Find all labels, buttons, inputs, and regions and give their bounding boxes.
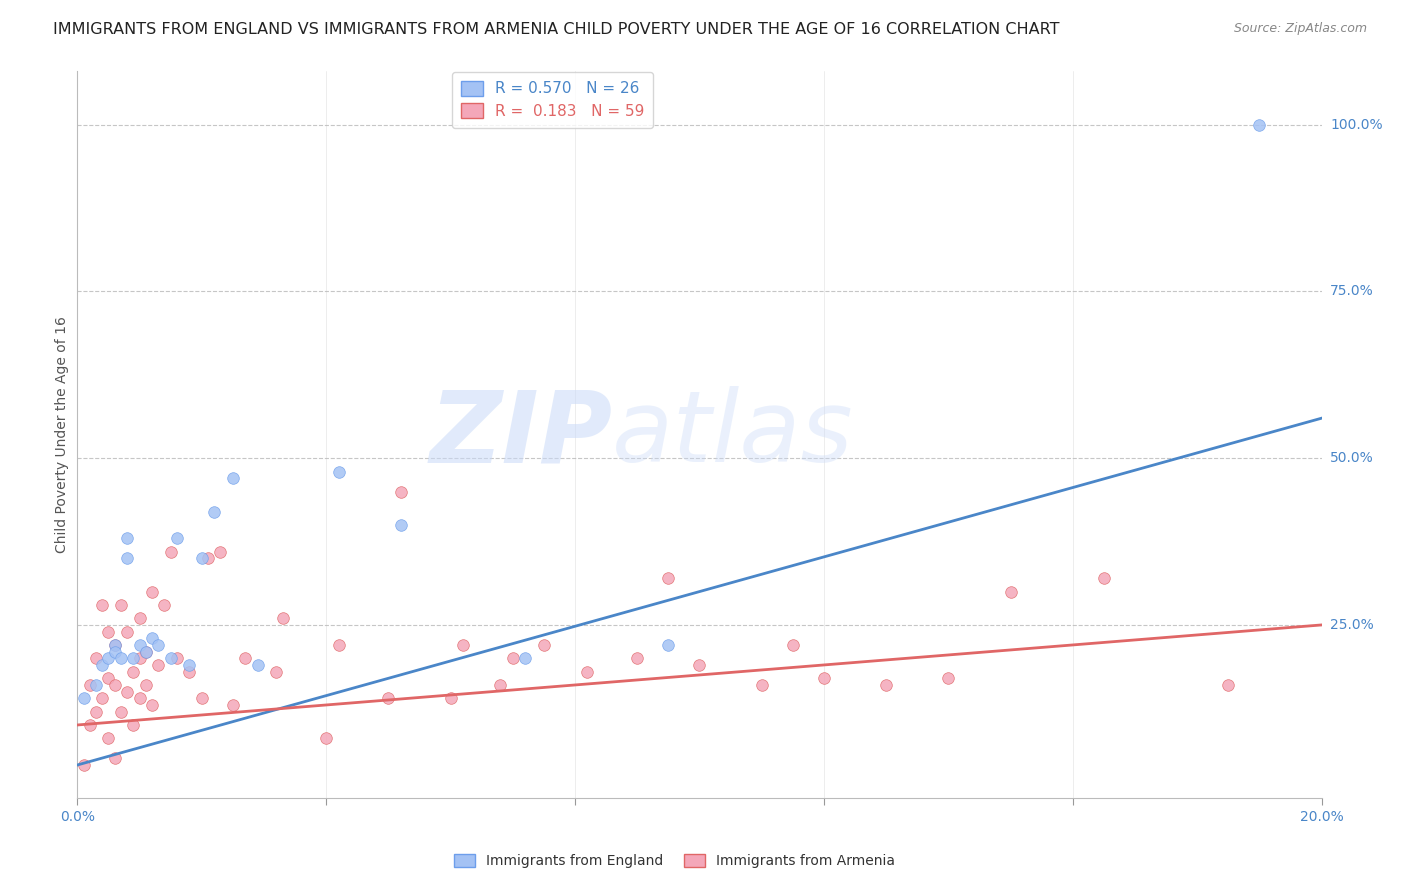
Text: Source: ZipAtlas.com: Source: ZipAtlas.com xyxy=(1233,22,1367,36)
Point xyxy=(153,598,176,612)
Point xyxy=(246,657,269,672)
Point xyxy=(97,731,120,746)
Point xyxy=(84,678,107,692)
Point xyxy=(135,645,157,659)
Point xyxy=(202,504,225,518)
Point xyxy=(135,678,157,692)
Point xyxy=(533,638,555,652)
Point xyxy=(233,651,256,665)
Point xyxy=(782,638,804,652)
Point xyxy=(179,657,201,672)
Point xyxy=(128,638,150,652)
Point xyxy=(657,638,679,652)
Point xyxy=(266,665,288,679)
Point xyxy=(222,471,245,485)
Point xyxy=(91,598,114,612)
Point xyxy=(451,638,474,652)
Point xyxy=(141,584,163,599)
Point xyxy=(489,678,512,692)
Point xyxy=(104,645,127,659)
Point xyxy=(209,544,232,558)
Point xyxy=(328,465,350,479)
Point xyxy=(79,678,101,692)
Point xyxy=(97,671,120,685)
Point xyxy=(377,691,399,706)
Point xyxy=(135,645,157,659)
Point xyxy=(141,632,163,646)
Point xyxy=(91,657,114,672)
Point xyxy=(626,651,648,665)
Point xyxy=(79,718,101,732)
Point xyxy=(148,638,170,652)
Point xyxy=(128,691,150,706)
Point xyxy=(1218,678,1240,692)
Point xyxy=(502,651,524,665)
Point xyxy=(440,691,463,706)
Point xyxy=(159,651,181,665)
Point xyxy=(222,698,245,712)
Point xyxy=(875,678,897,692)
Point xyxy=(271,611,294,625)
Point xyxy=(104,638,127,652)
Point xyxy=(84,651,107,665)
Point xyxy=(115,551,138,566)
Point xyxy=(576,665,599,679)
Point xyxy=(938,671,960,685)
Point xyxy=(115,531,138,545)
Legend: Immigrants from England, Immigrants from Armenia: Immigrants from England, Immigrants from… xyxy=(447,847,903,875)
Point xyxy=(115,624,138,639)
Point xyxy=(197,551,219,566)
Point xyxy=(110,651,132,665)
Point xyxy=(179,665,201,679)
Point xyxy=(389,484,412,499)
Point xyxy=(148,657,170,672)
Point xyxy=(128,611,150,625)
Point xyxy=(1000,584,1022,599)
Point xyxy=(104,678,127,692)
Point xyxy=(110,598,132,612)
Text: 75.0%: 75.0% xyxy=(1330,285,1374,299)
Point xyxy=(72,691,94,706)
Point xyxy=(115,684,138,698)
Point xyxy=(191,691,214,706)
Point xyxy=(389,517,412,532)
Point xyxy=(813,671,835,685)
Point xyxy=(328,638,350,652)
Point xyxy=(689,657,711,672)
Text: 25.0%: 25.0% xyxy=(1330,618,1374,632)
Text: ZIP: ZIP xyxy=(429,386,613,483)
Point xyxy=(122,718,145,732)
Point xyxy=(128,651,150,665)
Text: atlas: atlas xyxy=(613,386,853,483)
Point xyxy=(166,531,188,545)
Point xyxy=(159,544,181,558)
Point xyxy=(657,571,679,585)
Point xyxy=(191,551,214,566)
Y-axis label: Child Poverty Under the Age of 16: Child Poverty Under the Age of 16 xyxy=(55,317,69,553)
Point xyxy=(104,751,127,765)
Point xyxy=(122,651,145,665)
Point xyxy=(91,691,114,706)
Point xyxy=(515,651,537,665)
Text: 50.0%: 50.0% xyxy=(1330,451,1374,466)
Point xyxy=(166,651,188,665)
Point xyxy=(1249,118,1271,132)
Point xyxy=(84,705,107,719)
Point xyxy=(72,758,94,772)
Text: IMMIGRANTS FROM ENGLAND VS IMMIGRANTS FROM ARMENIA CHILD POVERTY UNDER THE AGE O: IMMIGRANTS FROM ENGLAND VS IMMIGRANTS FR… xyxy=(53,22,1060,37)
Point xyxy=(141,698,163,712)
Point xyxy=(104,638,127,652)
Text: 100.0%: 100.0% xyxy=(1330,118,1382,132)
Point xyxy=(315,731,337,746)
Point xyxy=(1092,571,1115,585)
Point xyxy=(751,678,773,692)
Point xyxy=(97,651,120,665)
Point xyxy=(122,665,145,679)
Point xyxy=(97,624,120,639)
Point xyxy=(110,705,132,719)
